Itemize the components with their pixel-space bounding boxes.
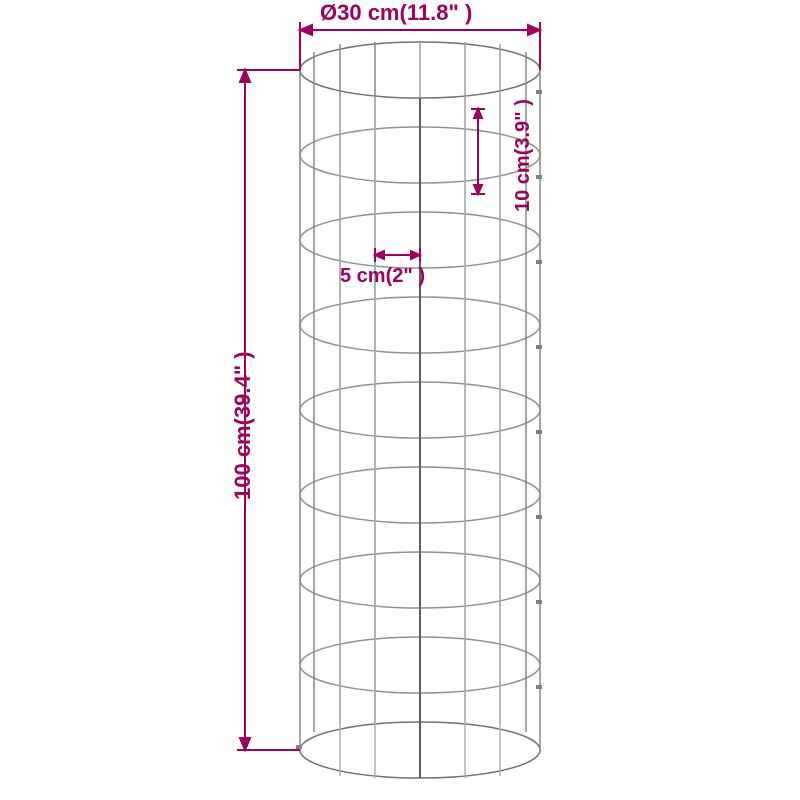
diagram-svg [0,0,800,800]
dimension-mesh-width [375,248,420,262]
diagram-container: Ø30 cm(11.8" ) 100 cm(39.4" ) 5 cm(2" ) … [0,0,800,800]
label-height: 100 cm(39.4" ) [230,351,256,500]
label-mesh-width: 5 cm(2" ) [340,265,425,288]
label-mesh-height: 10 cm(3.9" ) [512,99,535,212]
label-diameter: Ø30 cm(11.8" ) [320,0,472,26]
cylinder-verticals [300,42,540,778]
dimension-mesh-height [471,109,485,194]
